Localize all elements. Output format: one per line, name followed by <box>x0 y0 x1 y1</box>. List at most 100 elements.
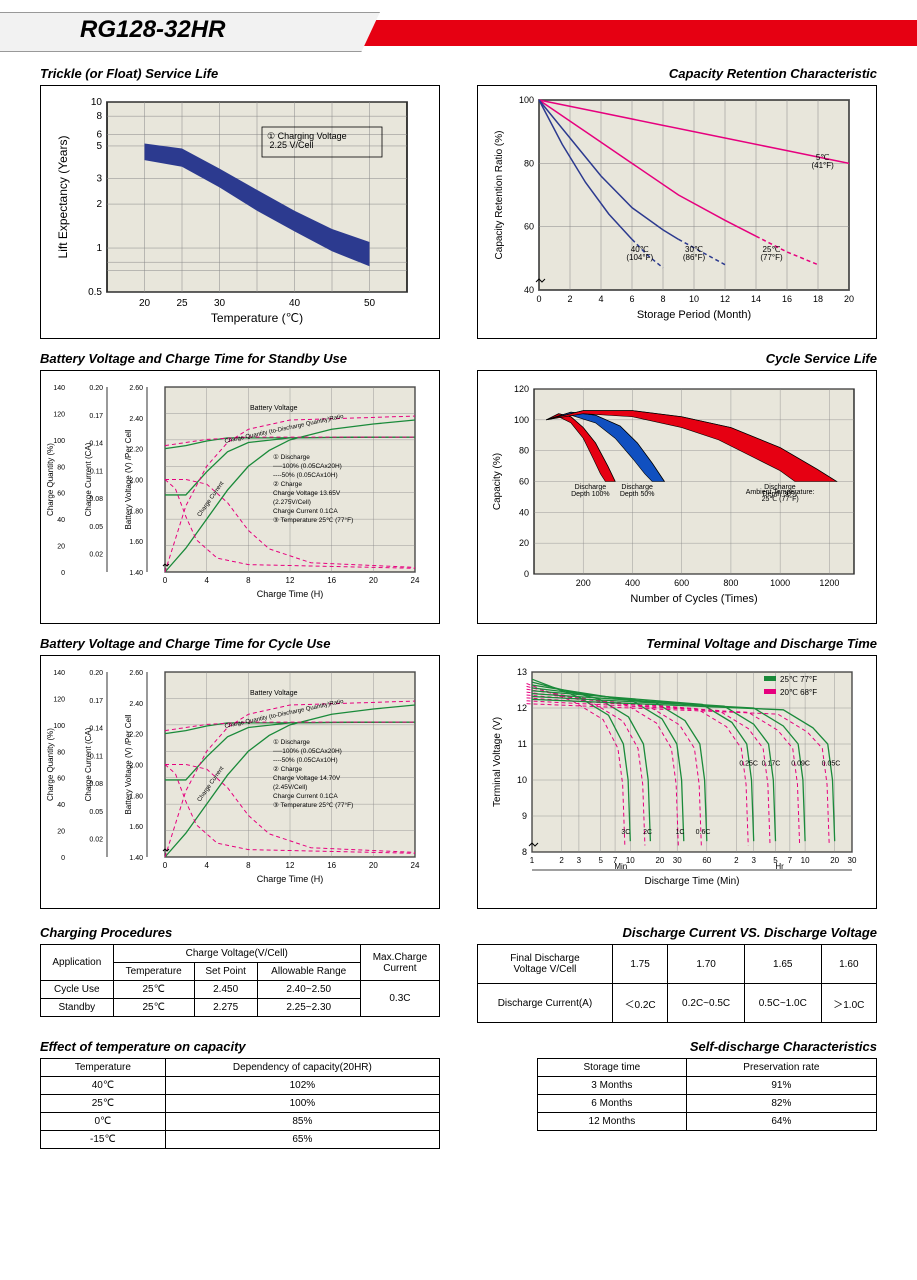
svg-text:0.05: 0.05 <box>89 524 103 531</box>
svg-text:0.6C: 0.6C <box>696 829 711 836</box>
td-dc: 0.5C~1.0C <box>744 984 821 1023</box>
svg-text:30: 30 <box>673 856 682 865</box>
svg-text:0.05C: 0.05C <box>822 761 841 768</box>
svg-text:0.20: 0.20 <box>89 670 103 677</box>
svg-text:8: 8 <box>96 111 102 122</box>
svg-text:0: 0 <box>163 576 168 585</box>
svg-text:2.40: 2.40 <box>129 701 143 708</box>
chart-title-terminal: Terminal Voltage and Discharge Time <box>477 636 877 651</box>
th: Temperature <box>41 1059 166 1077</box>
svg-text:40: 40 <box>289 298 301 309</box>
svg-text:8: 8 <box>246 861 251 870</box>
svg-text:① Discharge: ① Discharge <box>273 738 310 746</box>
svg-text:Storage Period (Month): Storage Period (Month) <box>637 309 751 321</box>
svg-text:5: 5 <box>598 856 603 865</box>
svg-text:1000: 1000 <box>770 578 790 588</box>
svg-text:100: 100 <box>53 723 65 730</box>
td: 82% <box>686 1095 876 1113</box>
svg-text:40: 40 <box>57 802 65 809</box>
svg-text:25: 25 <box>176 298 188 309</box>
td-dc: 0.2C~0.5C <box>668 984 745 1023</box>
svg-text:0.02: 0.02 <box>89 552 103 559</box>
svg-text:2C: 2C <box>643 829 652 836</box>
svg-text:Charge Time (H): Charge Time (H) <box>257 874 324 884</box>
svg-text:③ Temperature 25℃ (77°F): ③ Temperature 25℃ (77°F) <box>273 801 353 809</box>
chart-retention: 024681012141618204060801005℃(41°F)25℃(77… <box>477 85 877 339</box>
td-temp: 25℃ <box>113 981 194 999</box>
svg-text:4: 4 <box>204 861 209 870</box>
svg-text:1.40: 1.40 <box>129 855 143 862</box>
svg-text:Charge Current (CA): Charge Current (CA) <box>84 727 93 801</box>
svg-text:③ Temperature 25℃ (77°F): ③ Temperature 25℃ (77°F) <box>273 516 353 524</box>
svg-text:8: 8 <box>522 847 527 857</box>
svg-text:2: 2 <box>567 294 572 304</box>
svg-text:20: 20 <box>830 856 839 865</box>
svg-text:──100% (0.05CAx20H): ──100% (0.05CAx20H) <box>272 748 342 755</box>
svg-text:8: 8 <box>246 576 251 585</box>
table-self-discharge: Storage timePreservation rate3 Months91%… <box>537 1058 877 1131</box>
svg-text:8: 8 <box>660 294 665 304</box>
th-max-current: Max.Charge Current <box>360 945 439 981</box>
td-max-current: 0.3C <box>360 981 439 1017</box>
svg-text:2.60: 2.60 <box>129 670 143 677</box>
td: -15℃ <box>41 1131 166 1149</box>
svg-text:12: 12 <box>517 703 527 713</box>
th-allowable: Allowable Range <box>257 963 360 981</box>
svg-text:25℃(77°F): 25℃(77°F) <box>760 245 783 262</box>
svg-text:1: 1 <box>530 856 535 865</box>
svg-text:40: 40 <box>524 285 534 295</box>
svg-text:Charge Quantity (%): Charge Quantity (%) <box>47 443 55 516</box>
svg-text:Battery Voltage (V) /Per Cell: Battery Voltage (V) /Per Cell <box>124 429 133 529</box>
svg-text:50: 50 <box>364 298 376 309</box>
chart-title-cycle-service: Cycle Service Life <box>477 351 877 366</box>
svg-text:6: 6 <box>96 129 102 140</box>
svg-text:Terminal Voltage (V): Terminal Voltage (V) <box>492 717 503 807</box>
svg-text:0: 0 <box>536 294 541 304</box>
td-range: 2.40~2.50 <box>257 981 360 999</box>
svg-text:12: 12 <box>286 576 295 585</box>
svg-text:(2.275V/Cell): (2.275V/Cell) <box>273 499 311 506</box>
svg-text:16: 16 <box>327 861 336 870</box>
svg-text:0: 0 <box>61 570 65 577</box>
svg-text:Lift Expectancy (Years): Lift Expectancy (Years) <box>56 136 70 259</box>
svg-text:Charge Quantity (%): Charge Quantity (%) <box>47 728 55 801</box>
td-dc: ＞1.0C <box>821 984 876 1023</box>
th-setpoint: Set Point <box>194 963 257 981</box>
svg-text:25℃ 77°F: 25℃ 77°F <box>780 675 817 684</box>
svg-text:20: 20 <box>844 294 854 304</box>
svg-text:800: 800 <box>723 578 738 588</box>
td-dc-label: Discharge Current(A) <box>478 984 613 1023</box>
chart-trickle: 0.5123568102025304050① Charging Voltage … <box>40 85 440 339</box>
chart-terminal: 891011121312357102030602357102030MinHr3C… <box>477 655 877 909</box>
svg-text:1.60: 1.60 <box>129 539 143 546</box>
td-set: 2.275 <box>194 999 257 1017</box>
svg-text:Charge Voltage 14.70V: Charge Voltage 14.70V <box>273 775 341 782</box>
td-temp: 25℃ <box>113 999 194 1017</box>
svg-text:2.40: 2.40 <box>129 416 143 423</box>
td: 3 Months <box>538 1077 687 1095</box>
svg-text:1.60: 1.60 <box>129 824 143 831</box>
svg-text:60: 60 <box>57 491 65 498</box>
table-title-charging: Charging Procedures <box>40 925 440 940</box>
svg-text:Capacity Retention Ratio (%): Capacity Retention Ratio (%) <box>494 131 505 260</box>
table-title-temp-capacity: Effect of temperature on capacity <box>40 1039 440 1054</box>
td-dc: ＜0.2C <box>612 984 667 1023</box>
svg-text:100: 100 <box>514 415 529 425</box>
svg-text:Capacity (%): Capacity (%) <box>492 453 503 510</box>
svg-text:0: 0 <box>163 861 168 870</box>
td-fdv: 1.65 <box>744 945 821 984</box>
svg-text:Number of Cycles (Times): Number of Cycles (Times) <box>630 593 757 605</box>
td-fdv-label: Final Discharge Voltage V/Cell <box>478 945 613 984</box>
svg-text:Charge Time (H): Charge Time (H) <box>257 589 324 599</box>
svg-text:10: 10 <box>689 294 699 304</box>
svg-text:2: 2 <box>96 199 102 210</box>
page-content: Trickle (or Float) Service Life 0.512356… <box>0 62 917 1177</box>
svg-text:Charge Current 0.1CA: Charge Current 0.1CA <box>273 508 338 515</box>
svg-text:100: 100 <box>53 438 65 445</box>
chart-standby: 048121620240204060801001201400.020.050.0… <box>40 370 440 624</box>
svg-text:1200: 1200 <box>819 578 839 588</box>
svg-text:6: 6 <box>629 294 634 304</box>
td: 91% <box>686 1077 876 1095</box>
svg-text:Temperature (℃): Temperature (℃) <box>211 311 303 325</box>
svg-text:----50% (0.05CAx10H): ----50% (0.05CAx10H) <box>273 757 338 764</box>
